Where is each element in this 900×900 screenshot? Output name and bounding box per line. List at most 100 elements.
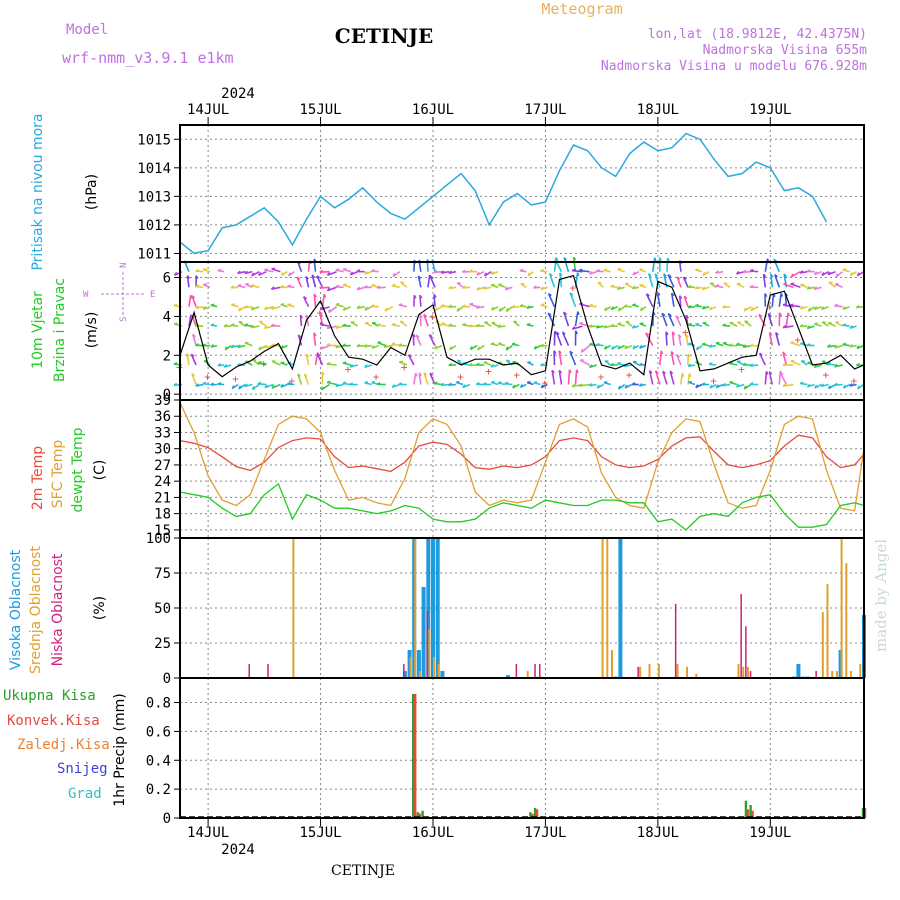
- wind-arrow-head: [190, 314, 193, 319]
- footer-station: CETINJE: [331, 863, 395, 879]
- wind-gust-mark: +: [457, 371, 464, 384]
- wind-arrow-head: [580, 348, 584, 353]
- wind-arrow-head: [783, 273, 787, 278]
- wind-arrow-head: [758, 313, 763, 318]
- wind-arrow-head: [701, 342, 706, 346]
- wind-arrow-head: [834, 303, 838, 307]
- wind-arrow-head: [476, 271, 480, 276]
- wind-arrow-head: [568, 369, 572, 374]
- wind-arrow-head: [313, 332, 317, 337]
- wind-arrow-head: [820, 306, 825, 310]
- high-cloud-bar: [431, 538, 435, 678]
- wind-arrow-head: [735, 270, 740, 275]
- wind-arrow-head: [806, 383, 811, 388]
- wind-arrow-head: [638, 362, 643, 366]
- wind-arrow-head: [400, 281, 405, 284]
- low-cloud-bar: [745, 626, 747, 678]
- wind-arrow-head: [687, 304, 692, 309]
- wind-arrow: [680, 373, 683, 385]
- high-cloud-bar: [435, 538, 440, 678]
- wind-arrow-head: [408, 354, 412, 358]
- wind-arrow-head: [662, 370, 666, 375]
- wind-arrow-head: [617, 322, 622, 325]
- wind-arrow-head: [814, 322, 818, 325]
- bottom-day-label: 17JUL: [524, 825, 566, 841]
- precip-panel: 0 0.2 0.4 0.6 0.8: [146, 677, 867, 827]
- wind-arrow-head: [244, 383, 248, 388]
- wind-arrow: [678, 334, 682, 346]
- wind-arrow-head: [694, 303, 699, 307]
- meteogram-label: Meteogram: [541, 0, 622, 18]
- wind-arrow-head: [250, 324, 255, 329]
- wind-arrow-head: [270, 286, 275, 290]
- wind-arrow-head: [429, 372, 434, 376]
- wind-arrow: [419, 295, 422, 307]
- wind-gust-mark: +: [317, 307, 324, 320]
- wind-arrow: [669, 370, 675, 385]
- wind-arrow-head: [230, 344, 235, 349]
- wind-arrow-head: [320, 386, 324, 391]
- wind-arrow-head: [687, 342, 692, 345]
- wind-arrow: [567, 369, 571, 385]
- wind-arrow: [559, 272, 563, 288]
- wind-arrow-head: [461, 285, 466, 289]
- wind-ytick-label: 6: [163, 271, 171, 287]
- wind-arrow-head: [849, 325, 853, 329]
- wind-arrow-head: [856, 345, 860, 349]
- mid-cloud-bar: [648, 664, 651, 678]
- wind-arrow-head: [210, 344, 215, 348]
- temp-ytick-label: 36: [154, 409, 171, 425]
- wind-arrow-head: [217, 381, 222, 385]
- wind-arrow-head: [639, 344, 643, 349]
- wind-arrow-head: [498, 283, 502, 286]
- conv-rain-bar: [418, 813, 422, 818]
- bottom-day-label: 18JUL: [637, 825, 679, 841]
- wind-arrow-head: [191, 372, 196, 377]
- top-day-label: 16JUL: [412, 102, 454, 118]
- wind-arrow-head: [685, 314, 690, 319]
- wind-arrow: [654, 370, 661, 385]
- mid-cloud-bar: [737, 664, 740, 678]
- wind-arrow: [659, 350, 662, 366]
- wind-arrow-head: [645, 332, 650, 336]
- wind-arrow-head: [490, 271, 495, 275]
- wind-arrow: [758, 314, 766, 327]
- wind-arrow: [297, 334, 303, 346]
- wind-arrow-head: [326, 325, 331, 330]
- wind-arrow: [305, 315, 310, 327]
- wind-arrow-head: [610, 362, 615, 366]
- wind-arrow-head: [589, 342, 593, 346]
- wind-arrow-head: [469, 346, 473, 350]
- pressure-ytick-label: 1015: [137, 132, 171, 148]
- wind-arrow: [305, 353, 310, 366]
- wind-arrow-head: [511, 342, 516, 345]
- wind-arrow-head: [709, 306, 713, 311]
- wind-arrow-head: [371, 283, 376, 287]
- station-title: CETINJE: [335, 24, 433, 48]
- wind-arrow: [316, 353, 324, 366]
- wind-arrow-head: [319, 306, 324, 311]
- wind-arrow-head: [230, 285, 235, 289]
- wind-arrow-head: [632, 271, 636, 276]
- wind-arrow-head: [678, 295, 683, 300]
- wind-arrow-head: [782, 362, 787, 366]
- wind-arrow-head: [448, 304, 453, 308]
- wind-arrow-head: [482, 285, 487, 290]
- precip-label-frozen: Zaledj.Kisa: [17, 737, 110, 753]
- wind-arrow-head: [767, 313, 772, 317]
- wind-arrow-head: [678, 334, 682, 338]
- wind-arrow: [685, 334, 689, 346]
- mid-cloud-bar: [611, 650, 613, 678]
- wind-arrow-head: [364, 364, 368, 368]
- wind-arrow-head: [335, 325, 339, 329]
- wind-arrow: [578, 383, 590, 387]
- wind-arrow-head: [632, 303, 636, 306]
- wind-arrow-head: [457, 282, 461, 285]
- wind-arrow: [768, 371, 774, 385]
- wind-arrow-head: [469, 302, 474, 305]
- wind-arrow-head: [799, 381, 804, 385]
- wind-arrow-head: [617, 361, 621, 365]
- compass-e: E: [150, 290, 155, 300]
- temp-ytick-label: 27: [154, 458, 171, 474]
- wind-arrow-head: [576, 272, 580, 277]
